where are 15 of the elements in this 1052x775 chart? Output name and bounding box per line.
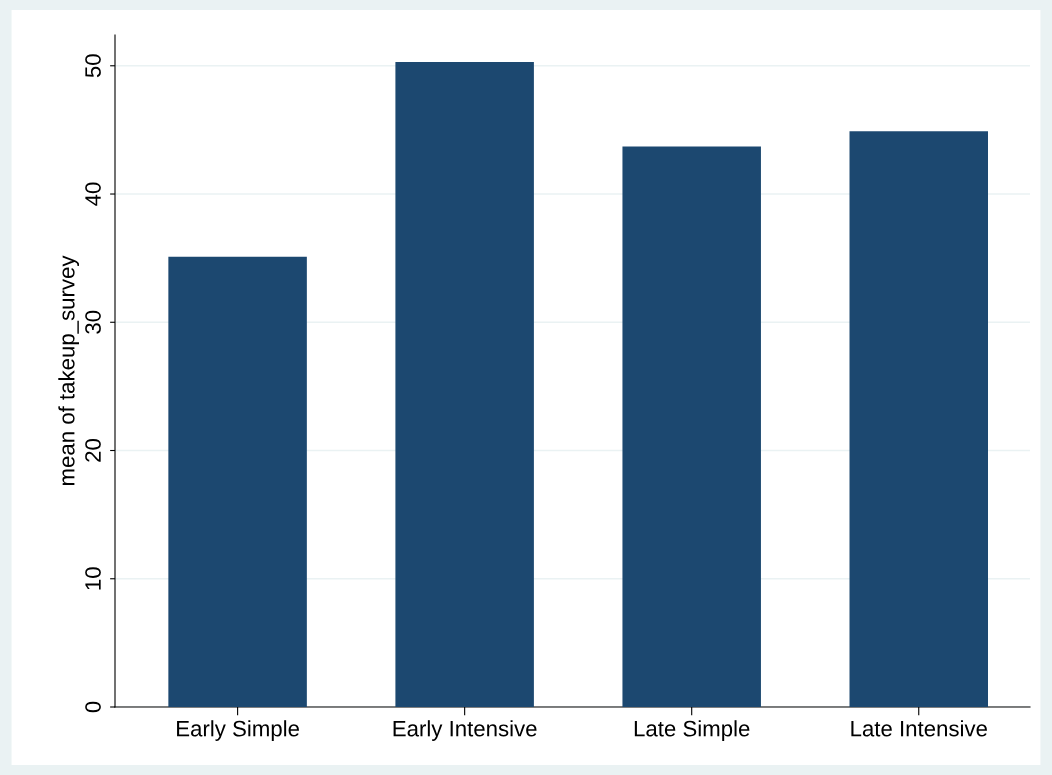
x-tick-label: Late Simple — [634, 720, 750, 741]
y-tick-label: 10 — [85, 567, 101, 590]
x-tick-label: Early Intensive — [393, 720, 537, 741]
y-axis-title: mean of takeup_survey — [58, 255, 80, 486]
y-tick-label: 0 — [85, 701, 101, 713]
y-tick-label: 50 — [85, 54, 101, 78]
bar — [849, 131, 988, 707]
y-tick-label: 30 — [85, 310, 101, 334]
y-tick-label: 20 — [85, 439, 101, 462]
x-tick-label: Early Simple — [177, 720, 299, 741]
x-tick-label: Late Intensive — [851, 720, 987, 737]
bar — [622, 146, 761, 707]
bar — [395, 61, 534, 707]
bar — [168, 256, 307, 707]
y-tick-label: 40 — [85, 182, 101, 206]
